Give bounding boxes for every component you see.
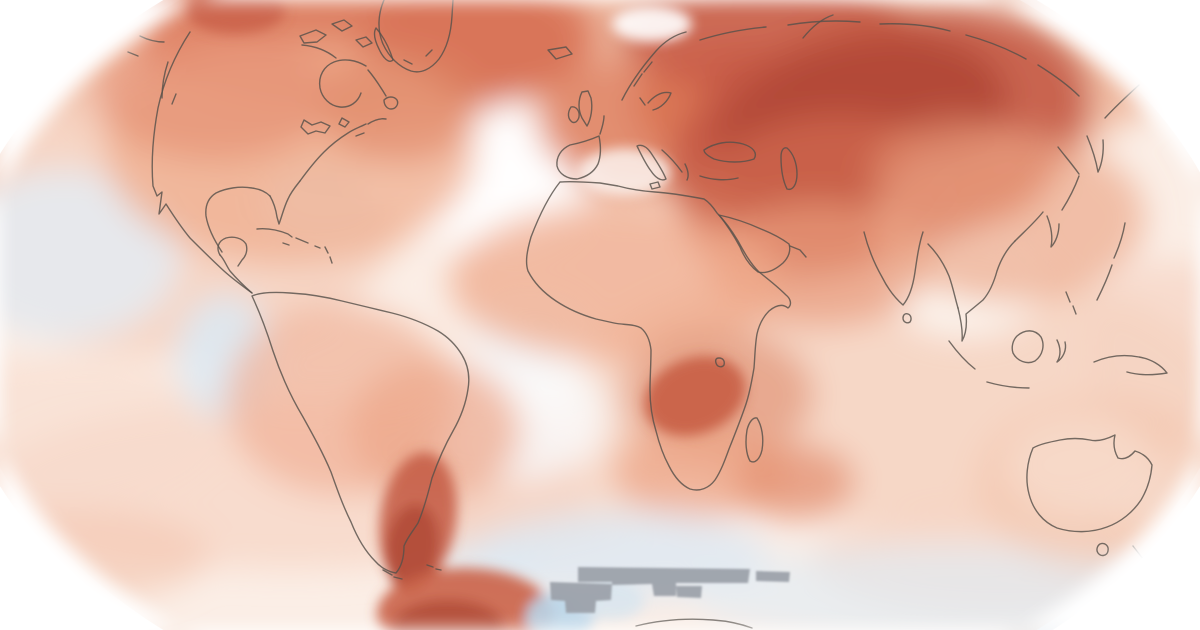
coastline-tierra-del-fuego [382,569,403,580]
coastline-okhotsk [1057,146,1080,175]
coastline-arctic-island-3 [355,36,373,48]
no-data-layer [550,567,790,613]
coastline-bay-of-bengal [927,243,959,309]
coastline-arctic-island-2 [331,19,353,32]
coastline-philippines [1065,291,1077,315]
coastline-anatolia [699,175,739,181]
coastline-africa [525,180,792,491]
anomaly-blob-brazil-east [350,360,520,500]
coastline-great-lakes [300,117,350,135]
anomaly-blob-ne-pacific-blue [0,170,180,340]
coastline-japan [1096,222,1126,301]
anomaly-blob-s-pacific-soft [0,355,220,505]
coastline-china-coast [1014,211,1044,242]
coastline-gulf-of-mexico [205,186,271,253]
coastline-sumatra [948,340,976,370]
coastline-arctic-russia [699,20,1080,97]
coastline-sri-lanka [902,313,912,324]
no-data-patch-0 [578,567,750,596]
no-data-patch-2 [676,586,702,598]
coastline-iceland [547,46,573,60]
anomaly-blob-arctic-hot-left [185,0,285,34]
coastline-iberia [556,135,602,180]
coastline-caspian-sea [780,147,798,191]
anomaly-blob-antarctic-peninsula-core [392,600,504,630]
no-data-patch-1 [550,582,612,613]
coastline-tasmania [1096,542,1109,557]
coastline-alaska-bits [127,35,165,57]
coastline-black-sea [703,141,757,163]
coastline-us-east [299,123,367,182]
anomaly-blob-africa-hot-spot [644,356,746,436]
coastline-cuba [256,228,293,238]
coastline-vancouver [161,61,177,105]
anomaly-blob-east-ocean-warm [1080,260,1200,440]
coastline-java [986,381,1030,389]
coastline-australia [1026,434,1153,533]
anomaly-blob-gobi [870,117,1050,227]
coastline-st-lawrence [367,118,387,125]
coastline-primorye [1061,175,1080,211]
no-data-patch-3 [756,571,790,582]
coastline-south-america [251,291,470,574]
anomaly-blob-scandinavia-white-spot [612,6,692,42]
coastline-yucatan [217,236,248,267]
coastline-arctic-island-1 [299,29,327,44]
coastline-britain [578,90,593,127]
coastline-arabia [718,214,791,274]
coastline-scandinavia [621,31,687,101]
coastline-labrador [367,69,387,97]
coastline-france-west [599,115,605,135]
coastline-sulawesi [1056,339,1067,363]
coastlines-layer [127,0,1179,629]
coastline-nova-scotia [355,132,365,137]
coastline-central-america-carib [219,254,253,294]
coastline-balkans [661,149,689,181]
anomaly-blob-nw-america [95,30,335,160]
coastline-novaya-zemlya [802,14,834,39]
coastline-lesser-antilles [324,246,333,264]
coastline-hudson-bay [318,59,367,108]
coastline-italy [636,144,667,181]
coastline-hispaniola [282,237,321,249]
anomaly-blob-sw-indian-patch [735,444,855,520]
coastline-antarctica [635,618,753,629]
coastline-borneo [1011,330,1044,364]
coastline-baltic [647,91,672,111]
coastline-greenland-fjords [403,49,433,65]
coastline-norway-fjords [633,61,653,106]
coastline-kamchatka [1086,135,1104,173]
coastline-greenland [378,0,454,73]
coastline-malay-indochina [957,240,1016,342]
coastline-falklands [426,564,442,571]
coastline-korea [1046,215,1060,248]
anomaly-blob-sahara [450,204,780,360]
coastline-persian-gulf [789,245,807,258]
coastline-florida [269,180,301,225]
coastline-india [863,231,924,306]
coastline-north-america-west [151,31,253,294]
coastline-madagascar [745,417,764,463]
coastline-newfoundland [383,96,399,110]
anomaly-heat-layer-detail [185,0,746,630]
coastline-canada-north [301,44,337,59]
coastline-lake-victoria [714,357,725,368]
coastline-baffin [373,27,394,62]
coastline-ireland [567,106,580,124]
anomaly-blob-labrador [320,53,480,163]
coastline-new-guinea [1093,354,1168,376]
coastline-sicily [649,181,661,190]
